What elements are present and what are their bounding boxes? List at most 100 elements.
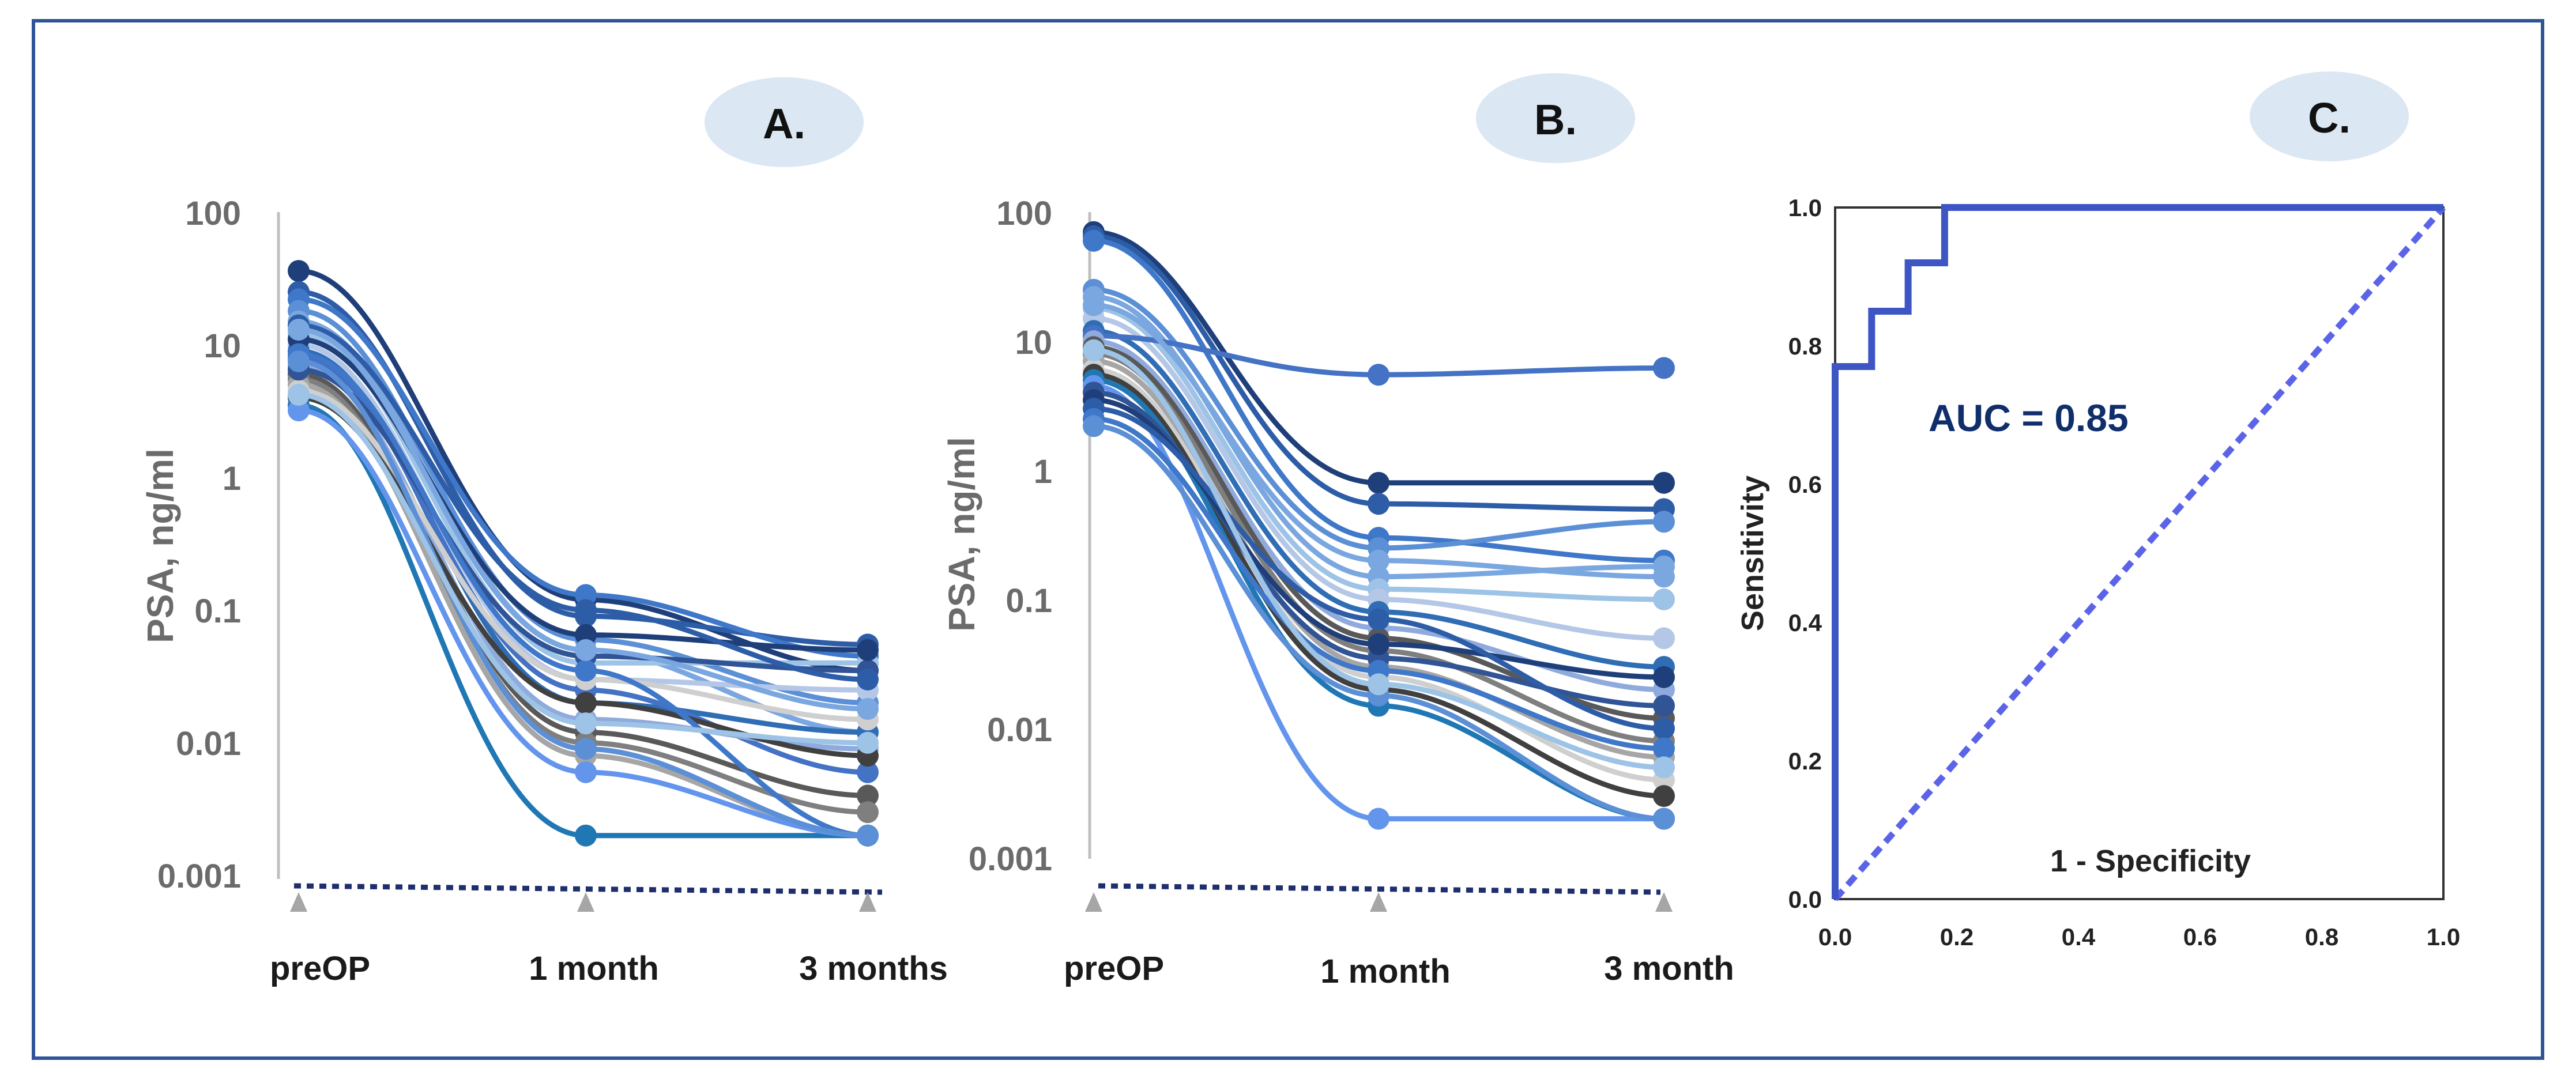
panel-b-label-bubble bbox=[1476, 73, 1635, 163]
roc-ytick: 0.6 bbox=[1788, 471, 1822, 498]
psa-point bbox=[857, 731, 879, 754]
patient-psa-line bbox=[298, 337, 868, 653]
psa-point bbox=[1653, 627, 1675, 650]
panel-b-y-label: PSA, ng/ml bbox=[941, 437, 982, 632]
psa-point bbox=[288, 260, 310, 282]
auc-annotation: AUC = 0.85 bbox=[1929, 397, 2129, 439]
patient-psa-line bbox=[298, 327, 868, 712]
roc-xtick: 0.6 bbox=[2183, 923, 2217, 950]
roc-xtick: 0.0 bbox=[1818, 923, 1852, 950]
roc-ytick: 0.2 bbox=[1788, 748, 1822, 775]
psa-point bbox=[1653, 666, 1675, 688]
psa-point bbox=[575, 599, 597, 621]
psa-point bbox=[857, 824, 879, 847]
patient-psa-line bbox=[1093, 303, 1664, 580]
panel-b-xtick-1month: 1 month bbox=[1320, 953, 1451, 990]
roc-y-label: Sensitivity bbox=[1735, 475, 1770, 631]
patient-psa-line bbox=[298, 268, 868, 674]
psa-point bbox=[1368, 673, 1389, 696]
patient-psa-line bbox=[1093, 328, 1664, 670]
roc-ytick: 0.0 bbox=[1788, 886, 1822, 913]
psa-point bbox=[575, 761, 597, 783]
patient-psa-line bbox=[298, 296, 868, 659]
panel-c-label: C. bbox=[2308, 94, 2351, 142]
panel-b-xtick-3month: 3 month bbox=[1604, 950, 1734, 987]
psa-point bbox=[1653, 807, 1675, 830]
psa-point bbox=[1368, 807, 1389, 830]
patient-psa-line bbox=[298, 323, 868, 682]
panel-b-timepoint-marker bbox=[1370, 892, 1387, 912]
panel-a-xtick-1month: 1 month bbox=[529, 950, 659, 987]
panel-a-ytick: 0.001 bbox=[157, 858, 241, 895]
psa-point bbox=[575, 738, 597, 760]
psa-point bbox=[1368, 493, 1389, 515]
psa-point bbox=[575, 692, 597, 714]
roc-lines bbox=[1832, 204, 2446, 901]
panel-a-ytick: 0.1 bbox=[194, 592, 241, 630]
panel-a-y-ticks: 100 10 1 0.1 0.01 0.001 bbox=[157, 195, 241, 895]
psa-point bbox=[857, 698, 879, 720]
patient-psa-line bbox=[298, 388, 868, 722]
panel-b-ytick: 0.1 bbox=[1005, 582, 1052, 620]
patient-psa-line bbox=[1093, 372, 1664, 799]
psa-point bbox=[1653, 718, 1675, 739]
patient-psa-line bbox=[1093, 423, 1664, 822]
panel-b-xtick-preop: preOP bbox=[1064, 950, 1164, 987]
psa-point bbox=[288, 383, 310, 406]
psa-point bbox=[857, 801, 879, 824]
patient-psa-line bbox=[1093, 287, 1664, 551]
patient-psa-line bbox=[298, 407, 868, 839]
panel-a-xtick-3months: 3 months bbox=[799, 950, 948, 987]
psa-point bbox=[288, 350, 310, 372]
panel-b-label: B. bbox=[1534, 96, 1577, 144]
roc-reference-diagonal bbox=[1832, 205, 2446, 901]
patient-psa-line bbox=[298, 367, 868, 674]
psa-point bbox=[857, 761, 879, 783]
patient-psa-line bbox=[1093, 305, 1664, 602]
roc-curve bbox=[1832, 204, 2443, 899]
psa-point bbox=[575, 712, 597, 735]
panel-b-ytick: 10 bbox=[1015, 324, 1052, 361]
psa-point bbox=[575, 639, 597, 661]
psa-point bbox=[288, 318, 310, 341]
roc-xtick: 0.2 bbox=[1940, 923, 1974, 950]
roc-ticks: 0.0 0.2 0.4 0.6 0.8 1.0 0.0 0.2 0.4 0.6 … bbox=[1788, 194, 2461, 950]
psa-point bbox=[1083, 229, 1105, 252]
psa-point bbox=[1083, 339, 1105, 361]
panel-a-detection-limit-line bbox=[293, 883, 883, 895]
panel-a-ytick: 0.01 bbox=[176, 725, 241, 763]
psa-point bbox=[1083, 415, 1105, 437]
patient-psa-line bbox=[1093, 416, 1664, 752]
panel-b-x-markers bbox=[1085, 892, 1673, 912]
panel-a-xtick-preop: preOP bbox=[270, 950, 370, 987]
psa-point bbox=[1653, 737, 1675, 760]
panel-b-y-ticks: 100 10 1 0.1 0.01 0.001 bbox=[969, 195, 1052, 878]
roc-xtick: 0.4 bbox=[2062, 923, 2096, 950]
psa-point bbox=[288, 399, 310, 422]
psa-point bbox=[1368, 364, 1389, 386]
panel-a: A. PSA, ng/ml 100 10 1 0.1 0.01 0.001 pr… bbox=[140, 77, 948, 987]
panel-a-x-markers bbox=[290, 892, 876, 912]
panel-a-ytick: 100 bbox=[185, 195, 241, 232]
patient-psa-line bbox=[298, 351, 868, 839]
panel-b-series bbox=[1083, 221, 1675, 830]
patient-psa-line bbox=[1093, 233, 1664, 512]
panel-b-detection-limit-line bbox=[1098, 883, 1661, 895]
psa-point bbox=[1368, 608, 1389, 631]
panel-a-label: A. bbox=[763, 100, 805, 148]
patient-psa-line bbox=[1093, 338, 1664, 693]
roc-ytick: 0.4 bbox=[1788, 609, 1822, 636]
psa-point bbox=[1653, 471, 1675, 494]
psa-point bbox=[1653, 357, 1675, 379]
patient-psa-line bbox=[1093, 316, 1664, 641]
patient-psa-line bbox=[1093, 348, 1664, 770]
roc-ytick: 1.0 bbox=[1788, 194, 1822, 221]
panel-a-timepoint-marker bbox=[577, 892, 594, 912]
psa-point bbox=[1653, 511, 1675, 533]
patient-psa-line bbox=[1093, 367, 1664, 783]
panel-a-ytick: 10 bbox=[204, 327, 241, 365]
psa-point bbox=[1368, 549, 1389, 572]
roc-xtick: 1.0 bbox=[2427, 923, 2460, 950]
patient-psa-line bbox=[298, 392, 868, 746]
